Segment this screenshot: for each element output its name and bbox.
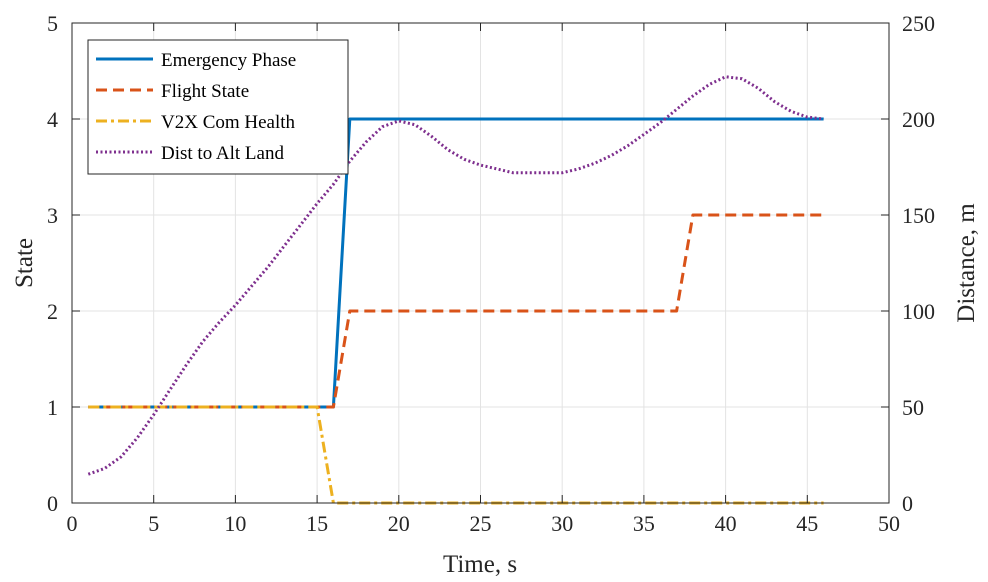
series-line-v2x-com-health xyxy=(88,405,824,505)
series-layer xyxy=(87,75,824,505)
x-tick-label: 25 xyxy=(470,511,492,536)
x-tick-label: 40 xyxy=(715,511,737,536)
legend-label: Flight State xyxy=(161,81,249,102)
y-right-tick-label: 50 xyxy=(902,395,924,420)
x-tick-label: 30 xyxy=(551,511,573,536)
x-tick-label: 5 xyxy=(148,511,159,536)
x-tick-label: 0 xyxy=(67,511,78,536)
y-right-tick-label: 100 xyxy=(902,299,935,324)
x-tick-label: 10 xyxy=(224,511,246,536)
y-left-tick-label: 3 xyxy=(47,203,58,228)
y-axis-label-left: State xyxy=(11,238,38,288)
y-right-tick-label: 0 xyxy=(902,491,913,516)
axes: 0 5 10 15 20 25 30 35 40 45 5001234505010015020025… xyxy=(47,11,935,536)
y-axis-label-right: Distance, m xyxy=(953,203,980,323)
legend-label: V2X Com Health xyxy=(161,112,296,133)
y-right-tick-label: 250 xyxy=(902,11,935,36)
legend-label: Dist to Alt Land xyxy=(161,143,284,164)
x-tick-label: 15 xyxy=(306,511,328,536)
y-right-tick-label: 150 xyxy=(902,203,935,228)
y-left-tick-label: 0 xyxy=(47,491,58,516)
y-left-tick-label: 4 xyxy=(47,107,58,132)
x-axis-label: Time, s xyxy=(443,551,517,578)
y-right-tick-label: 200 xyxy=(902,107,935,132)
x-tick-label: 35 xyxy=(633,511,655,536)
legend-box xyxy=(87,39,349,175)
x-tick-label: 20 xyxy=(388,511,410,536)
y-left-tick-label: 5 xyxy=(47,11,58,36)
y-left-tick-label: 1 xyxy=(47,395,58,420)
legend-label: Emergency Phase xyxy=(161,50,296,71)
x-tick-label: 45 xyxy=(796,511,818,536)
legend: Emergency Phase Flight State V2X Com Healt… xyxy=(87,39,349,175)
y-left-tick-label: 2 xyxy=(47,299,58,324)
x-tick-label: 50 xyxy=(878,511,900,536)
